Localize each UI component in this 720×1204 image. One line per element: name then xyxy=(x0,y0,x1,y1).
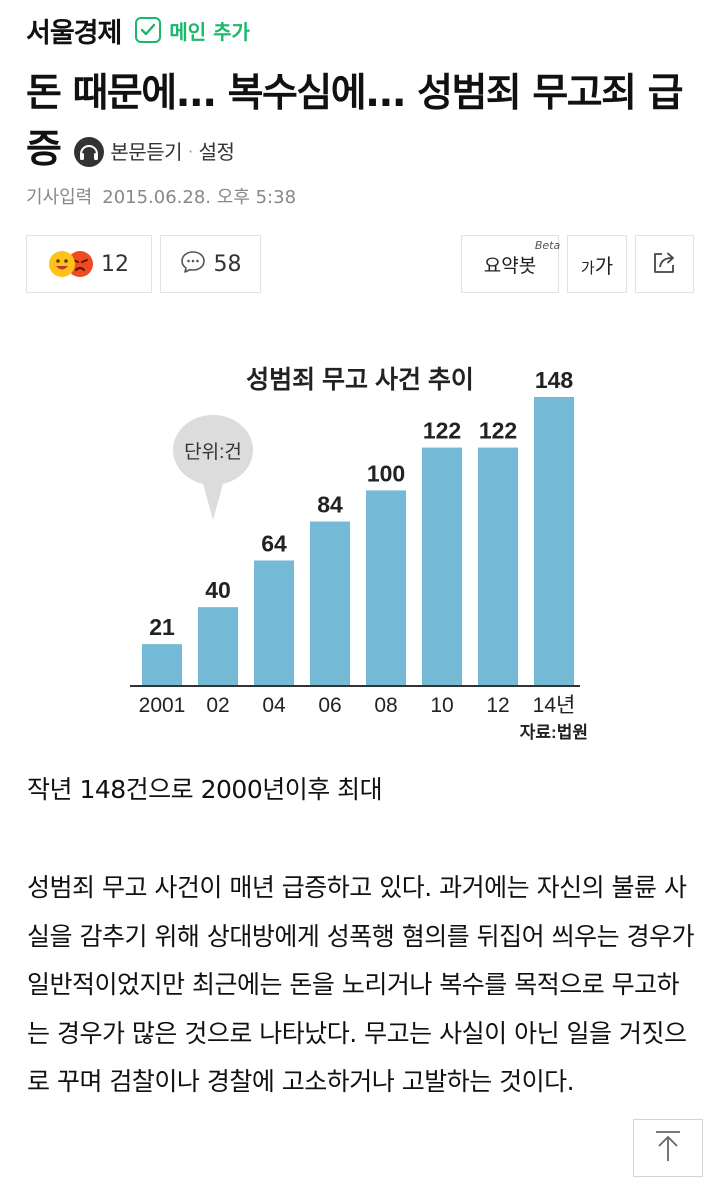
tick-label-5: 10 xyxy=(430,694,453,717)
tick-label-0: 2001 xyxy=(139,694,186,717)
beta-badge: Beta xyxy=(534,238,561,252)
bar-2 xyxy=(254,560,294,685)
font-size-button[interactable]: 가가 xyxy=(567,235,627,293)
tick-label-2: 04 xyxy=(262,694,286,717)
unit-label: 단위:건 xyxy=(184,441,242,463)
bar-6 xyxy=(478,447,518,685)
reaction-count: 12 xyxy=(101,251,129,277)
font-size-label: 가가 xyxy=(581,250,613,279)
scroll-top-button[interactable] xyxy=(633,1119,703,1177)
article-toolbar: 12 58 요약봇 Beta 가가 xyxy=(26,235,694,293)
share-icon xyxy=(651,249,679,279)
tts-separator: · xyxy=(188,141,193,161)
share-button[interactable] xyxy=(635,235,694,293)
tts-button[interactable]: 본문듣기 xyxy=(110,139,182,164)
data-label-1: 40 xyxy=(205,577,231,603)
happy-emoji-icon xyxy=(49,251,75,277)
bar-4 xyxy=(366,490,406,685)
chart-image: 성범죄 무고 사건 추이 단위:건 21 40 64 84 100 122 122 148 2… xyxy=(130,366,588,742)
bar-7 xyxy=(534,397,574,685)
headphone-icon[interactable] xyxy=(74,136,105,167)
bar-5 xyxy=(422,447,462,685)
comment-count: 58 xyxy=(213,251,242,277)
tts-control: 본문듣기 · 설정 xyxy=(74,124,235,180)
summary-bot-button[interactable]: 요약봇 Beta xyxy=(461,235,560,293)
comment-button[interactable]: 58 xyxy=(160,235,261,293)
font-small-glyph: 가 xyxy=(580,258,595,277)
unit-bubble: 단위:건 xyxy=(173,415,253,520)
meta-label: 기사입력 xyxy=(26,187,93,208)
bar-0 xyxy=(142,644,182,685)
article-title-block: 돈 때문에... 복수심에... 성범죄 무고죄 급증 본문듣기 · 설정 xyxy=(26,66,696,180)
subscribe-button[interactable]: 메인 추가 xyxy=(135,16,250,45)
bar-1 xyxy=(198,607,238,685)
data-label-3: 84 xyxy=(317,492,343,518)
arrow-up-icon xyxy=(653,1129,683,1167)
data-label-4: 100 xyxy=(367,460,405,486)
tick-label-1: 02 xyxy=(206,694,229,717)
reaction-button[interactable]: 12 xyxy=(26,235,152,293)
summary-bot-label: 요약봇 Beta xyxy=(483,239,560,278)
font-large-glyph: 가 xyxy=(594,253,614,278)
tick-label-7: 14년 xyxy=(533,694,576,717)
summary-bot-text: 요약봇 xyxy=(483,254,537,277)
article-meta: 기사입력 2015.06.28. 오후 5:38 xyxy=(26,183,296,209)
article-title: 돈 때문에... 복수심에... 성범죄 무고죄 급증 xyxy=(26,71,683,172)
tick-label-3: 06 xyxy=(318,694,341,717)
check-icon xyxy=(135,17,162,43)
bar-3 xyxy=(310,521,350,685)
article-header: 서울경제 메인 추가 xyxy=(26,10,250,50)
image-caption: 작년 148건으로 2000년이후 최대 xyxy=(27,775,383,804)
tick-label-6: 12 xyxy=(486,694,509,717)
press-logo[interactable]: 서울경제 xyxy=(26,17,122,49)
subscribe-label: 메인 추가 xyxy=(169,19,250,44)
data-label-5: 122 xyxy=(423,418,461,444)
article-body: 성범죄 무고 사건이 매년 급증하고 있다. 과거에는 자신의 불륜 사실을 감… xyxy=(27,873,695,1096)
data-label-2: 64 xyxy=(261,530,287,556)
tick-label-4: 08 xyxy=(374,694,397,717)
chart-title: 성범죄 무고 사건 추이 xyxy=(246,366,474,394)
meta-time: 2015.06.28. 오후 5:38 xyxy=(102,187,297,208)
data-label-7: 148 xyxy=(535,367,574,393)
source-label: 자료:법원 xyxy=(520,723,588,742)
speech-bubble-icon xyxy=(180,250,206,278)
tts-settings-button[interactable]: 설정 xyxy=(198,139,235,164)
data-label-6: 122 xyxy=(479,418,517,444)
data-label-0: 21 xyxy=(149,614,175,640)
